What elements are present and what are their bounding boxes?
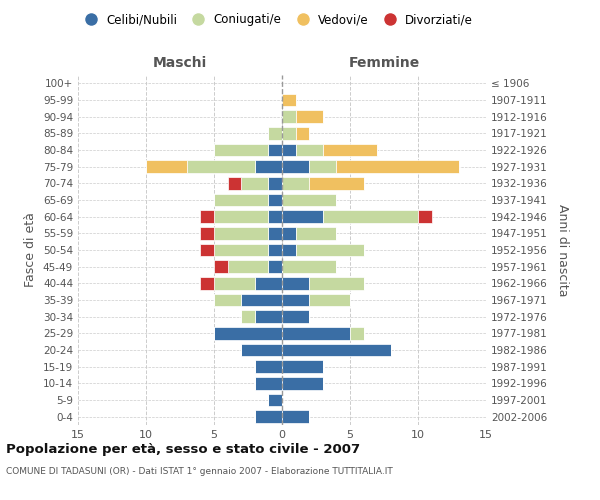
Text: Femmine: Femmine — [349, 56, 419, 70]
Bar — [282, 144, 296, 156]
Bar — [200, 277, 214, 289]
Bar — [255, 410, 282, 423]
Bar — [241, 344, 282, 356]
Bar — [200, 227, 214, 239]
Bar — [282, 177, 309, 190]
Bar — [241, 294, 282, 306]
Text: COMUNE DI TADASUNI (OR) - Dati ISTAT 1° gennaio 2007 - Elaborazione TUTTITALIA.I: COMUNE DI TADASUNI (OR) - Dati ISTAT 1° … — [6, 468, 393, 476]
Bar — [268, 144, 282, 156]
Bar — [268, 260, 282, 273]
Bar — [282, 294, 309, 306]
Bar — [214, 294, 241, 306]
Bar — [282, 260, 337, 273]
Bar — [282, 227, 296, 239]
Bar — [350, 327, 364, 340]
Text: Maschi: Maschi — [153, 56, 207, 70]
Bar — [282, 360, 323, 373]
Legend: Celibi/Nubili, Coniugati/e, Vedovi/e, Divorziati/e: Celibi/Nubili, Coniugati/e, Vedovi/e, Di… — [74, 8, 478, 31]
Bar — [282, 310, 309, 323]
Bar — [296, 110, 323, 123]
Bar — [309, 294, 350, 306]
Bar — [309, 177, 364, 190]
Bar — [282, 277, 309, 289]
Bar — [309, 160, 337, 173]
Bar — [296, 244, 364, 256]
Bar — [282, 110, 296, 123]
Bar — [214, 327, 282, 340]
Bar — [187, 160, 255, 173]
Bar — [268, 210, 282, 223]
Bar — [282, 344, 391, 356]
Bar — [214, 277, 255, 289]
Bar — [282, 194, 337, 206]
Bar — [268, 177, 282, 190]
Bar — [337, 160, 459, 173]
Bar — [268, 244, 282, 256]
Bar — [418, 210, 431, 223]
Bar — [214, 144, 268, 156]
Bar — [200, 210, 214, 223]
Bar — [214, 227, 268, 239]
Bar — [241, 310, 255, 323]
Bar — [255, 377, 282, 390]
Bar — [296, 227, 337, 239]
Bar — [282, 244, 296, 256]
Bar — [255, 277, 282, 289]
Bar — [146, 160, 187, 173]
Bar — [214, 210, 268, 223]
Bar — [255, 310, 282, 323]
Bar — [268, 127, 282, 140]
Bar — [227, 177, 241, 190]
Bar — [282, 377, 323, 390]
Bar — [268, 227, 282, 239]
Bar — [268, 194, 282, 206]
Bar — [296, 127, 309, 140]
Bar — [214, 194, 268, 206]
Bar — [255, 160, 282, 173]
Bar — [227, 260, 268, 273]
Y-axis label: Fasce di età: Fasce di età — [25, 212, 37, 288]
Bar — [282, 410, 309, 423]
Y-axis label: Anni di nascita: Anni di nascita — [556, 204, 569, 296]
Bar — [255, 360, 282, 373]
Bar — [282, 210, 323, 223]
Text: Popolazione per età, sesso e stato civile - 2007: Popolazione per età, sesso e stato civil… — [6, 442, 360, 456]
Bar — [323, 210, 418, 223]
Bar — [323, 144, 377, 156]
Bar — [214, 260, 227, 273]
Bar — [282, 94, 296, 106]
Bar — [282, 127, 296, 140]
Bar — [282, 327, 350, 340]
Bar — [309, 277, 364, 289]
Bar — [241, 177, 268, 190]
Bar — [200, 244, 214, 256]
Bar — [282, 160, 309, 173]
Bar — [296, 144, 323, 156]
Bar — [214, 244, 268, 256]
Bar — [268, 394, 282, 406]
